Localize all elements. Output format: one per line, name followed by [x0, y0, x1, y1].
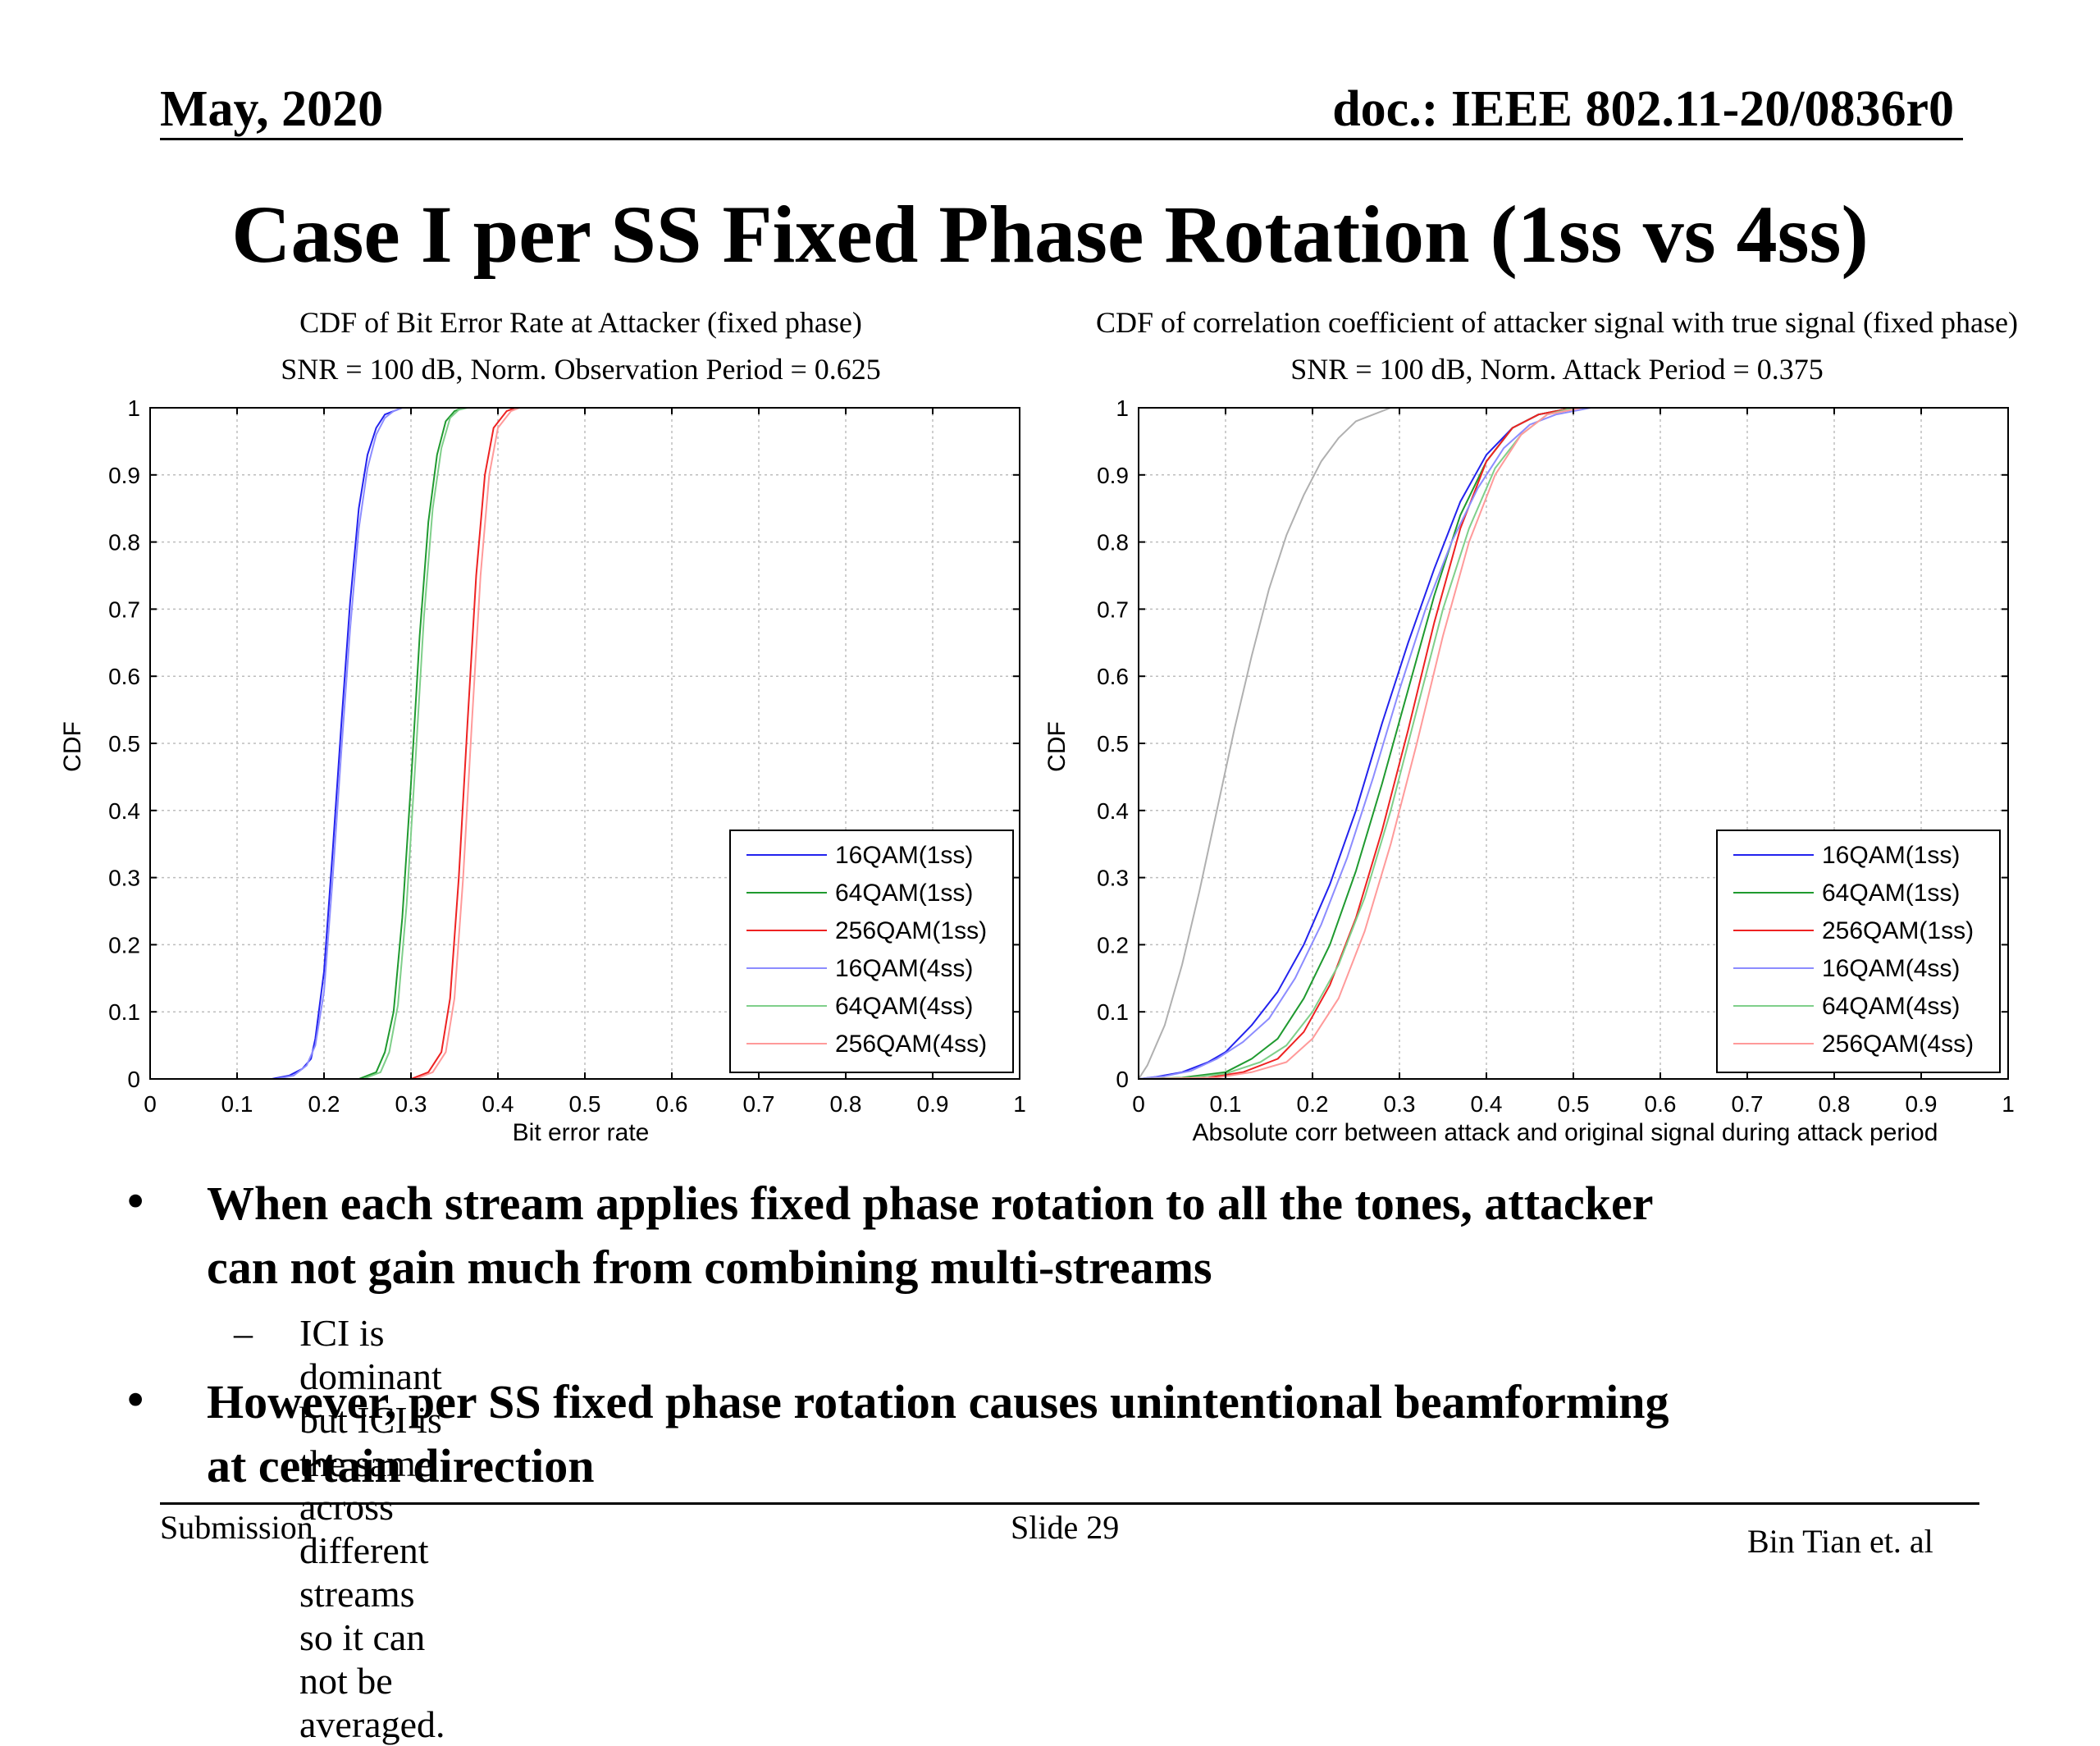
chart-1-y-tick-labels: 0 0.1 0.2 0.3 0.4 0.5 0.6 0.7 0.8 0.9 1: [1097, 395, 1129, 1092]
x-tick-label: 0.6: [656, 1091, 688, 1117]
chart-0-x-axis-label: Bit error rate: [513, 1119, 650, 1146]
y-tick-label: 0: [1116, 1067, 1129, 1092]
x-tick-label: 1: [1013, 1091, 1026, 1117]
legend-label: 256QAM(4ss): [1822, 1031, 1974, 1058]
chart-ber-cdf: CDF of Bit Error Rate at Attacker (fixed…: [59, 306, 1026, 1146]
y-tick-label: 0.7: [1097, 596, 1129, 622]
chart-1-subtitle: SNR = 100 dB, Norm. Attack Period = 0.37…: [1290, 353, 1824, 386]
x-tick-label: 0.8: [830, 1091, 862, 1117]
y-tick-label: 0.1: [1097, 999, 1129, 1025]
legend-label: 64QAM(1ss): [835, 880, 973, 907]
x-tick-label: 0: [1132, 1091, 1145, 1117]
chart-1-legend: 16QAM(1ss) 64QAM(1ss) 256QAM(1ss) 16QAM(4ss…: [1716, 830, 2001, 1073]
chart-0-y-tick-labels: 0 0.1 0.2 0.3 0.4 0.5 0.6 0.7 0.8 0.9 1: [108, 395, 140, 1092]
bullet-2-line-1: However, per SS fixed phase rotation cau…: [207, 1375, 1669, 1428]
bullet-1-marker: •: [127, 1174, 144, 1227]
footer-submission: Submission: [160, 1509, 313, 1546]
x-tick-label: 0.8: [1819, 1091, 1851, 1117]
y-tick-label: 0.4: [108, 798, 140, 824]
chart-1-x-axis-label: Absolute corr between attack and origina…: [1193, 1119, 1938, 1146]
x-tick-label: 1: [2002, 1091, 2015, 1117]
chart-corr-cdf: CDF of correlation coefficient of attack…: [1043, 306, 2018, 1146]
y-tick-label: 1: [1116, 395, 1129, 421]
series-line-5: [1138, 407, 2008, 1080]
x-tick-label: 0.3: [395, 1091, 427, 1117]
y-tick-label: 0.5: [1097, 731, 1129, 756]
legend-label: 16QAM(4ss): [1822, 955, 1960, 982]
legend-label: 256QAM(4ss): [835, 1031, 987, 1058]
chart-0-legend: 16QAM(1ss) 64QAM(1ss) 256QAM(1ss) 16QAM(4ss…: [729, 830, 1014, 1073]
y-tick-label: 0.6: [1097, 664, 1129, 689]
chart-1-y-axis-label: CDF: [1043, 721, 1071, 772]
y-tick-label: 0.3: [108, 866, 140, 891]
x-tick-label: 0.2: [308, 1091, 340, 1117]
y-tick-label: 0.9: [1097, 463, 1129, 488]
legend-label: 256QAM(1ss): [1822, 917, 1974, 944]
legend-label: 64QAM(4ss): [1822, 993, 1960, 1020]
chart-0-ticks: [149, 407, 1020, 1080]
x-tick-label: 0.3: [1384, 1091, 1416, 1117]
x-tick-label: 0: [144, 1091, 157, 1117]
charts-area: CDF of Bit Error Rate at Attacker (fixed…: [59, 306, 2018, 1146]
header-doc-id: doc.: IEEE 802.11-20/0836r0: [1332, 81, 1954, 137]
y-tick-label: 0.2: [108, 932, 140, 958]
chart-0-x-tick-labels: 0 0.1 0.2 0.3 0.4 0.5 0.6 0.7 0.8 0.9 1: [144, 1091, 1026, 1117]
y-tick-label: 0: [127, 1067, 140, 1092]
x-tick-label: 0.9: [917, 1091, 949, 1117]
series-line-6: [1138, 407, 2008, 1080]
header-date: May, 2020: [160, 81, 384, 137]
y-tick-label: 0.9: [108, 463, 140, 488]
y-tick-label: 0.5: [108, 731, 140, 756]
legend-label: 16QAM(1ss): [1822, 842, 1960, 869]
x-tick-label: 0.2: [1297, 1091, 1329, 1117]
y-tick-label: 0.1: [108, 999, 140, 1025]
bullet-2: However, per SS fixed phase rotation cau…: [207, 1370, 1929, 1498]
y-tick-label: 0.3: [1097, 866, 1129, 891]
x-tick-label: 0.4: [1471, 1091, 1503, 1117]
x-tick-label: 0.1: [1210, 1091, 1242, 1117]
footer-authors: Bin Tian et. al: [1747, 1523, 1933, 1560]
legend-label: 256QAM(1ss): [835, 917, 987, 944]
footer-slide-number: Slide 29: [1011, 1509, 1120, 1546]
legend-box: [729, 830, 1014, 1073]
y-tick-label: 0.6: [108, 664, 140, 689]
bullet-1: When each stream applies fixed phase rot…: [207, 1172, 1929, 1300]
x-tick-label: 0.6: [1645, 1091, 1677, 1117]
x-tick-label: 0.7: [743, 1091, 775, 1117]
chart-1-title: CDF of correlation coefficient of attack…: [1096, 306, 2018, 339]
series-line-3: [1138, 407, 2008, 1080]
legend-label: 16QAM(1ss): [835, 842, 973, 869]
y-tick-label: 0.2: [1097, 932, 1129, 958]
x-tick-label: 0.5: [1558, 1091, 1590, 1117]
bullet-1-line-1: When each stream applies fixed phase rot…: [207, 1177, 1654, 1230]
series-line-2: [1138, 407, 2008, 1080]
sub-bullet-1-marker: –: [234, 1312, 253, 1354]
y-tick-label: 0.7: [108, 596, 140, 622]
chart-1-ticks: [1138, 407, 2009, 1080]
legend-label: 64QAM(4ss): [835, 993, 973, 1020]
x-tick-label: 0.1: [221, 1091, 253, 1117]
header-rule: [160, 138, 1963, 140]
y-tick-label: 0.4: [1097, 798, 1129, 824]
legend-label: 16QAM(4ss): [835, 955, 973, 982]
y-tick-label: 1: [127, 395, 140, 421]
chart-0-subtitle: SNR = 100 dB, Norm. Observation Period =…: [281, 353, 881, 386]
x-tick-label: 0.9: [1906, 1091, 1938, 1117]
x-tick-label: 0.4: [482, 1091, 514, 1117]
x-tick-label: 0.5: [569, 1091, 601, 1117]
footer-rule: [160, 1502, 1979, 1505]
y-tick-label: 0.8: [1097, 530, 1129, 555]
bullet-2-line-2: at certain direction: [207, 1439, 595, 1492]
bullet-2-marker: •: [127, 1373, 144, 1426]
bullet-1-line-2: can not gain much from combining multi-s…: [207, 1241, 1212, 1294]
legend-box: [1716, 830, 2001, 1073]
chart-0-title: CDF of Bit Error Rate at Attacker (fixed…: [299, 306, 862, 339]
x-tick-label: 0.7: [1732, 1091, 1764, 1117]
legend-label: 64QAM(1ss): [1822, 880, 1960, 907]
slide-title: Case I per SS Fixed Phase Rotation (1ss …: [231, 189, 1869, 280]
chart-0-y-axis-label: CDF: [59, 721, 86, 772]
y-tick-label: 0.8: [108, 530, 140, 555]
chart-1-series-lines: [1138, 407, 2008, 1080]
chart-1-x-tick-labels: 0 0.1 0.2 0.3 0.4 0.5 0.6 0.7 0.8 0.9 1: [1132, 1091, 2015, 1117]
